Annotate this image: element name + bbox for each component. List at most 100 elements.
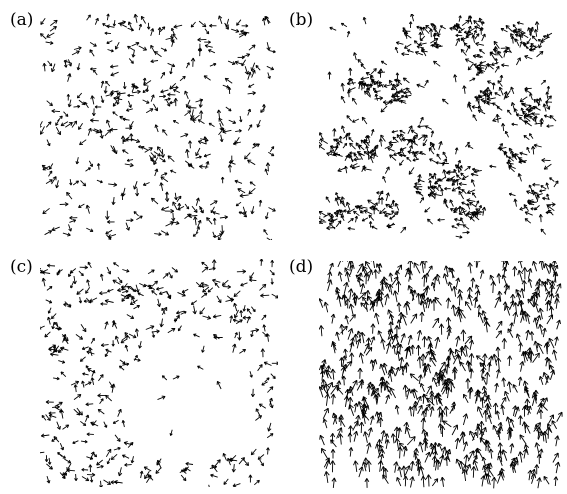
panel-b-arrow [340,82,345,92]
panel-b-arrow [443,198,448,207]
panel-d-arrow [359,283,366,295]
panel-b-arrow [418,31,423,40]
panel-b-arrow [541,157,551,163]
panel-a-arrow [160,176,169,183]
panel-a-arrow [104,129,112,137]
panel-c-arrow [257,364,263,372]
panel-c-arrow [88,347,93,357]
panel-b-arrow [523,134,530,141]
panel-d-arrow [370,383,376,395]
panel-d-arrow [388,272,394,282]
panel-c-arrow [80,324,87,333]
panel-a-arrow [150,59,159,64]
panel-c-arrow [84,381,92,386]
panel-a-arrow [142,87,149,94]
panel-d-arrow [486,396,492,407]
panel-c-arrow [270,373,276,380]
panel-b-arrow [418,134,426,141]
panel-c-arrow [124,463,132,467]
panel-c-arrow [69,268,77,274]
panel-c-arrow [76,288,84,295]
panel-d-arrow [497,426,503,438]
panel-b-arrow [413,153,419,161]
panel-d-arrow [410,313,418,324]
panel-b-arrow [519,159,526,164]
panel-a-arrow [63,111,69,117]
panel-b-arrow [353,157,362,162]
panel-b-arrow [400,100,407,104]
panel-c-arrow [107,288,114,293]
panel-a-arrow [190,21,196,28]
panel-d-arrow [437,442,443,452]
panel-d-arrow [319,434,325,446]
panel-b-arrow [532,182,540,187]
panel-c-arrow [258,403,267,409]
panel-d-arrow [418,374,423,385]
panel-a-arrow [227,60,236,65]
panel-b-arrow [357,205,362,212]
panel-d-arrow [402,384,409,397]
panel-d-arrow [496,273,502,284]
panel-d-arrow [527,278,533,288]
panel-d-arrow [375,392,381,404]
panel-c-arrow [158,291,167,296]
panel-b-arrow [437,28,441,37]
panel-a-arrow [180,133,189,138]
panel-d-arrow [501,338,507,350]
panel-c-arrow [168,271,173,279]
panel-d-arrow [395,366,400,376]
panel-d-arrow [445,317,452,329]
panel-d-arrow [545,427,552,439]
panel-b-arrow [346,90,351,98]
panel-a-arrow [69,215,78,220]
panel-d-arrow [407,261,414,272]
panel-a-arrow [150,44,155,53]
panel-d-arrow [451,285,458,297]
panel-d-arrow [323,301,329,313]
panel-b-arrow [465,58,474,64]
panel-d-arrow [349,314,356,322]
panel-c-arrow [267,422,272,432]
panel-c-arrow [156,298,162,308]
panel-d-arrow [355,274,364,282]
panel-a-arrow [191,205,198,213]
panel-c-arrow [99,480,103,487]
panel-a-arrow [241,24,249,28]
panel-c-arrow [225,297,235,303]
panel-a-arrow [138,45,147,51]
panel-a-arrow [197,119,205,124]
panel-d-arrow [341,355,347,367]
panel-a-arrow [234,137,240,145]
panel-b-arrow [484,88,492,93]
panel-b-arrow [524,89,532,94]
panel-b-arrow [466,189,476,195]
panel-c-arrow [208,266,216,271]
panel-d-arrow [552,272,558,283]
panel-d-arrow [359,331,366,344]
panel-a-arrow [247,91,256,96]
panel-b-arrow [526,112,534,117]
panel-a-arrow [237,188,246,194]
panel-c-arrow [104,350,109,357]
panel-c-arrow [62,469,69,476]
panel-a-arrow [153,151,161,157]
panel-a-arrow [172,201,178,211]
panel-c-arrow [73,384,78,393]
panel-c-arrow [248,474,253,483]
panel-c-arrow [53,376,60,381]
panel-a-arrow [44,230,53,236]
panel-a-arrow [236,19,242,26]
panel-a-arrow [96,163,101,170]
panel-a-arrow [187,163,195,169]
panel-a-arrow [138,23,143,31]
panel-b-arrow [542,103,547,112]
panel-d-arrow [395,350,401,361]
panel-a-arrow [133,211,139,217]
panel-b-arrow [425,24,433,31]
panel-c-arrow [214,459,221,467]
panel-d-arrow [469,430,475,440]
panel-b-arrow [384,166,390,174]
panel-b-arrow [540,185,547,190]
panel-a-arrow [90,95,95,105]
